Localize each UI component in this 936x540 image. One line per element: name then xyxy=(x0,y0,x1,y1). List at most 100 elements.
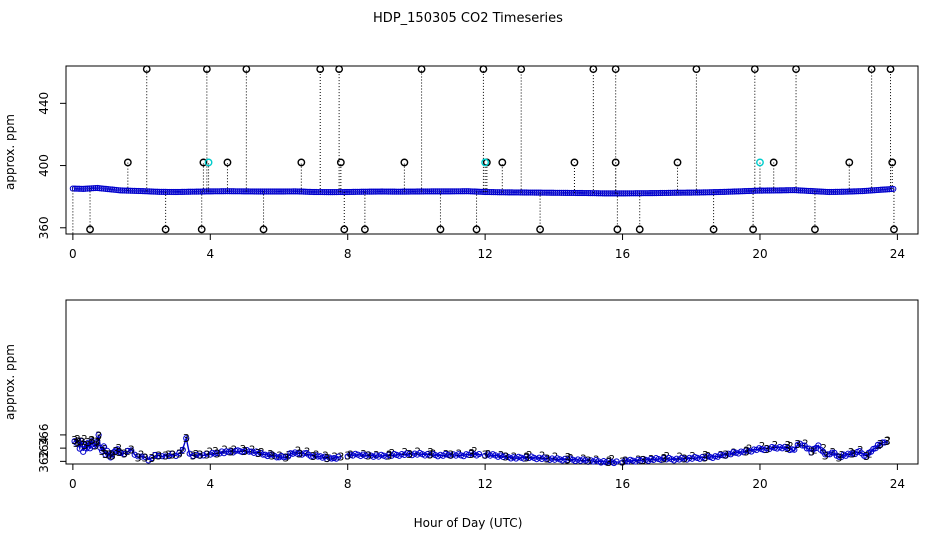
bottom-marker-3: 3 xyxy=(385,449,392,462)
top-baseline-point xyxy=(141,188,149,195)
top-baseline-point xyxy=(232,188,239,195)
bottom-marker-3: 3 xyxy=(88,434,95,447)
top-baseline-point xyxy=(692,189,699,196)
bottom-x-tick-label: 12 xyxy=(477,477,492,491)
bottom-marker-point xyxy=(107,454,114,461)
bottom-marker-3: 3 xyxy=(447,449,454,462)
top-baseline-point xyxy=(624,190,631,197)
top-baseline-point xyxy=(745,187,753,195)
top-baseline-point xyxy=(98,185,105,192)
top-baseline-point xyxy=(78,185,85,192)
top-baseline-point xyxy=(859,187,866,195)
bottom-marker-3: 3 xyxy=(203,449,210,462)
top-baseline-point xyxy=(251,188,258,195)
bottom-marker-2: 2 xyxy=(116,443,122,454)
bottom-marker-point xyxy=(131,451,138,458)
bottom-marker-3: 3 xyxy=(176,447,183,460)
top-baseline-point xyxy=(265,188,272,195)
top-outlier-high xyxy=(142,65,151,74)
bottom-marker-2: 2 xyxy=(267,449,273,460)
bottom-marker-3: 3 xyxy=(112,445,119,458)
bottom-marker-point xyxy=(200,452,207,459)
top-baseline-point xyxy=(780,187,788,194)
top-baseline-point xyxy=(799,187,806,194)
top-baseline-point xyxy=(840,188,847,195)
bottom-x-axis: 0 4 8 12 16 20 24 xyxy=(69,464,905,491)
bottom-marker-point xyxy=(335,453,342,460)
bottom-marker-point xyxy=(121,450,128,458)
top-baseline-point xyxy=(541,189,549,196)
top-baseline-point xyxy=(498,189,505,196)
top-baseline-point xyxy=(677,189,685,196)
top-baseline-point xyxy=(717,188,724,196)
bottom-marker-2: 2 xyxy=(88,436,94,447)
top-baseline-point xyxy=(700,189,707,196)
top-baseline-point xyxy=(277,188,285,195)
figure-title: HDP_150305 CO2 Timeseries xyxy=(373,11,563,26)
top-baseline-point xyxy=(350,188,357,196)
top-baseline-point xyxy=(133,187,140,195)
top-baseline-point xyxy=(721,188,728,195)
top-baseline-point xyxy=(327,189,334,196)
bottom-marker-point xyxy=(196,452,204,459)
bottom-marker-3: 3 xyxy=(121,447,128,460)
top-baseline-point xyxy=(601,190,608,197)
top-baseline-point xyxy=(129,187,136,194)
bottom-marker-3: 3 xyxy=(523,451,530,464)
top-baseline-point xyxy=(543,189,551,196)
bottom-marker-point xyxy=(76,445,83,452)
bottom-marker-2: 2 xyxy=(109,449,115,460)
top-baseline-point xyxy=(673,189,680,196)
top-baseline-point xyxy=(143,188,151,195)
top-baseline-point xyxy=(550,189,557,196)
top-baseline-point xyxy=(119,187,126,194)
top-baseline-point xyxy=(869,187,876,194)
top-baseline-point xyxy=(644,190,652,197)
top-baseline-point xyxy=(714,188,722,196)
top-baseline-point xyxy=(879,186,887,193)
bottom-marker-point xyxy=(105,452,113,459)
top-x-tick-label: 20 xyxy=(752,247,767,261)
top-baseline-point xyxy=(304,188,311,195)
top-baseline-point xyxy=(226,188,233,195)
top-baseline-point xyxy=(189,188,196,195)
top-baseline-point xyxy=(80,185,87,192)
top-baseline-point xyxy=(343,188,351,196)
bottom-marker-3: 3 xyxy=(116,446,123,459)
bottom-marker-3: 3 xyxy=(564,453,571,466)
top-baseline-point xyxy=(774,187,781,194)
top-baseline-point xyxy=(807,187,814,195)
top-baseline-point xyxy=(622,190,629,197)
top-baseline-point xyxy=(484,188,491,196)
bottom-marker-2: 2 xyxy=(81,434,87,445)
bottom-marker-3: 3 xyxy=(196,449,203,462)
top-baseline-point xyxy=(603,190,610,197)
top-baseline-point xyxy=(424,188,431,195)
top-baseline-point xyxy=(220,188,227,195)
top-baseline-point xyxy=(545,189,553,196)
bottom-marker-point xyxy=(141,453,149,460)
bottom-marker-point xyxy=(138,453,145,460)
top-outlier-high xyxy=(611,65,620,74)
top-baseline-point xyxy=(500,189,507,196)
bottom-marker-3: 3 xyxy=(92,439,99,452)
bottom-marker-3: 3 xyxy=(169,449,176,462)
top-baseline-point xyxy=(556,189,563,196)
bottom-marker-2: 2 xyxy=(222,444,228,455)
top-outlier-mid xyxy=(400,158,409,167)
top-baseline-point xyxy=(739,188,746,195)
top-baseline-point xyxy=(801,187,808,194)
top-baseline-point xyxy=(506,189,513,196)
bottom-marker-3: 3 xyxy=(105,449,112,462)
top-baseline-point xyxy=(354,188,361,195)
bottom-marker-2: 2 xyxy=(165,449,171,460)
top-baseline-point xyxy=(708,189,715,196)
bottom-marker-point xyxy=(788,446,796,453)
bottom-marker-3: 3 xyxy=(543,453,550,466)
top-baseline-point xyxy=(275,188,283,195)
top-baseline-point xyxy=(430,188,437,195)
bottom-x-tick-label: 24 xyxy=(890,477,905,491)
top-baseline-point xyxy=(461,188,468,195)
top-baseline-point xyxy=(426,188,433,195)
bottom-marker-2: 2 xyxy=(138,449,144,460)
